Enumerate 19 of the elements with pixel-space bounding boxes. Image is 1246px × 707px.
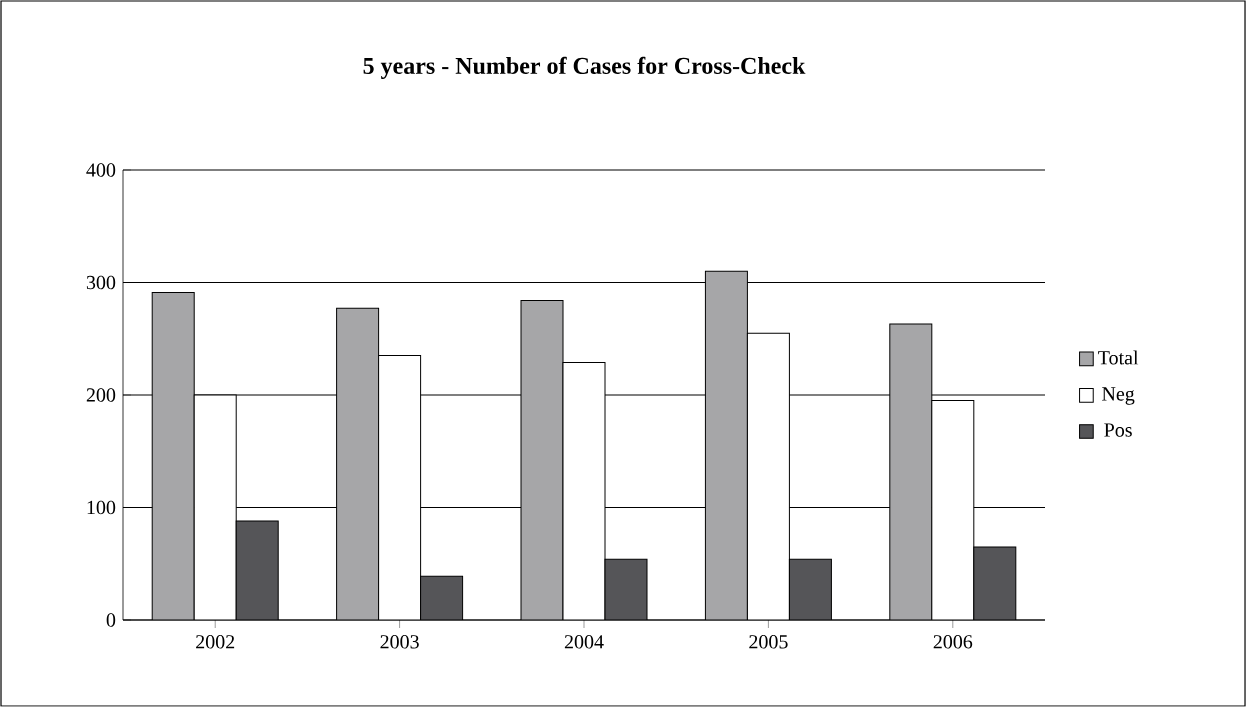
bar [336, 307, 380, 620]
bar [889, 323, 933, 620]
x-tick-label: 2006 [933, 635, 973, 649]
bar [151, 292, 195, 620]
chart-title: 5 years - Number of Cases for Cross-Check [363, 56, 806, 79]
y-tick-label: 100 [87, 500, 116, 515]
y-tick-label: 400 [86, 163, 116, 177]
x-tick-label: 2003 [380, 635, 419, 649]
legend-label: Neg [1102, 387, 1135, 405]
bar [704, 270, 748, 620]
x-tick-label: 2004 [564, 635, 604, 649]
y-tick-label: 0 [106, 613, 116, 627]
bar [520, 300, 564, 620]
x-tick-label: 2005 [749, 635, 788, 649]
legend-label: Pos [1104, 423, 1132, 437]
x-tick-label: 2002 [196, 635, 235, 649]
y-tick-label: 300 [86, 275, 116, 290]
legend-label: Total [1098, 350, 1139, 365]
y-tick-label: 200 [86, 388, 116, 402]
